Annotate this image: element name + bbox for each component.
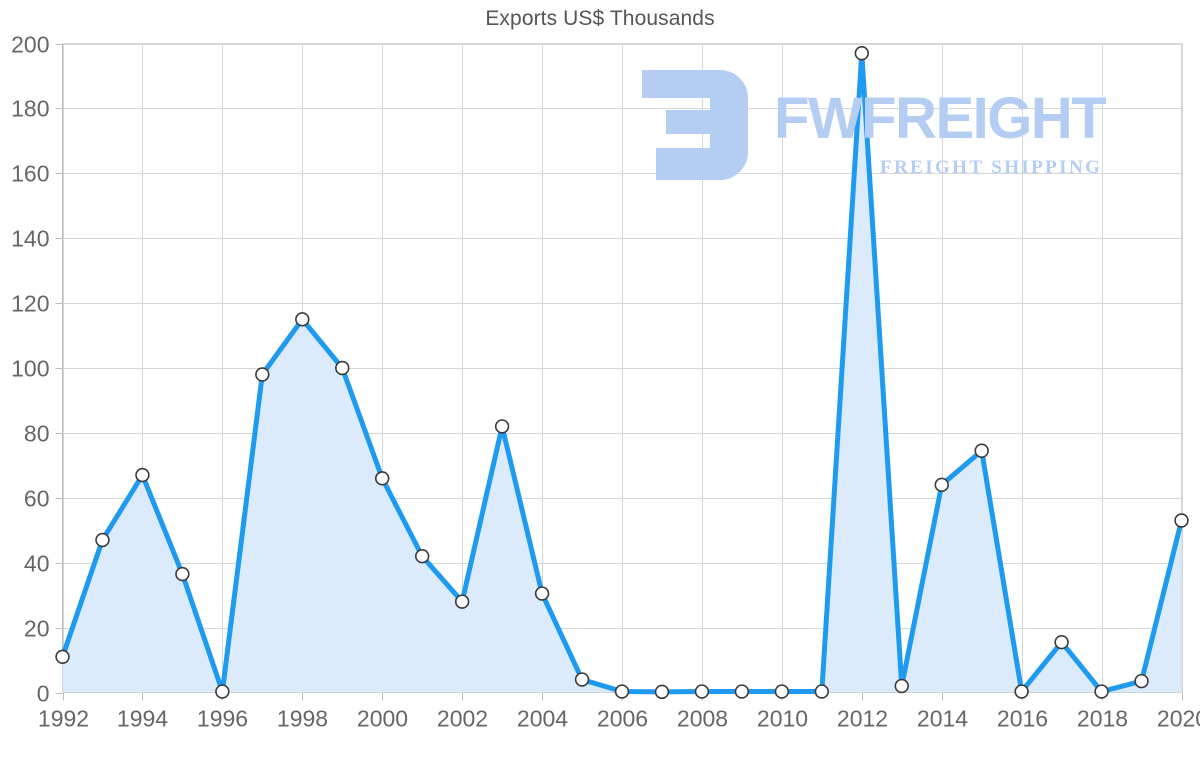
data-point-marker[interactable] [135, 467, 150, 483]
data-point-marker[interactable] [454, 594, 470, 609]
series-area-group [62, 53, 1182, 693]
y-tick-label: 20 [24, 616, 50, 642]
x-tick-label: 2014 [917, 706, 968, 732]
data-point-marker[interactable] [734, 684, 750, 699]
x-tick-label: 2008 [677, 706, 728, 732]
data-point-marker[interactable] [335, 360, 350, 376]
data-point-marker[interactable] [215, 684, 230, 699]
y-tick-label: 0 [37, 681, 50, 707]
y-tick-label: 120 [11, 291, 49, 317]
data-point-marker[interactable] [175, 566, 190, 582]
y-tick-label: 200 [11, 32, 49, 58]
data-point-marker[interactable] [295, 312, 310, 327]
data-point-marker[interactable] [694, 684, 710, 699]
data-point-marker[interactable] [614, 684, 630, 699]
y-axis-tick-labels: 0 20 40 60 80 100 120 140 160 180 200 [11, 32, 49, 707]
data-point-marker[interactable] [494, 419, 510, 434]
x-tick-label: 2010 [757, 706, 808, 732]
y-tick-label: 100 [11, 356, 49, 382]
y-tick-label: 40 [24, 551, 50, 577]
data-point-marker[interactable] [414, 549, 430, 564]
x-tick-label: 1992 [38, 706, 89, 732]
x-tick-label: 2006 [597, 706, 648, 732]
data-point-marker[interactable] [1054, 634, 1069, 650]
chart-title: Exports US$ Thousands [485, 7, 715, 30]
data-point-marker[interactable] [854, 46, 869, 61]
data-point-marker[interactable] [774, 684, 790, 699]
data-point-marker[interactable] [1014, 684, 1029, 699]
y-tick-label: 60 [24, 486, 50, 512]
x-tick-label: 1994 [117, 706, 168, 732]
series-area-fill [62, 53, 1182, 693]
x-axis-tick-labels: 1992 1994 1996 1998 2000 2002 2004 2006 2008 2010… [38, 706, 1200, 732]
x-tick-label: 2016 [997, 706, 1048, 732]
x-tick-label: 2000 [357, 706, 408, 732]
gridlines-group [55, 43, 1183, 701]
data-point-marker[interactable] [534, 586, 550, 601]
data-point-marker[interactable] [1134, 673, 1149, 689]
x-tick-label: 2012 [837, 706, 888, 732]
x-tick-label: 1998 [277, 706, 328, 732]
x-tick-label: 2018 [1077, 706, 1128, 732]
data-point-marker[interactable] [894, 678, 909, 694]
y-tick-label: 80 [24, 421, 50, 447]
data-point-marker[interactable] [95, 532, 110, 548]
y-tick-label: 180 [11, 96, 49, 122]
x-tick-label: 2020 [1157, 706, 1200, 732]
data-point-marker[interactable] [814, 684, 830, 699]
data-point-marker[interactable] [255, 367, 270, 382]
data-point-marker[interactable] [1174, 513, 1189, 528]
data-point-marker[interactable] [375, 471, 390, 486]
series-markers-group [55, 46, 1189, 700]
x-tick-label: 2004 [517, 706, 568, 732]
data-point-marker[interactable] [974, 443, 989, 458]
data-point-marker[interactable] [574, 672, 590, 687]
data-point-marker[interactable] [55, 649, 70, 664]
x-tick-label: 1996 [197, 706, 248, 732]
y-tick-label: 140 [11, 226, 49, 252]
data-point-marker[interactable] [934, 477, 949, 493]
data-point-marker[interactable] [654, 684, 670, 700]
x-tick-label: 2002 [437, 706, 488, 732]
y-tick-label: 160 [11, 161, 49, 187]
data-point-marker[interactable] [1094, 684, 1109, 699]
